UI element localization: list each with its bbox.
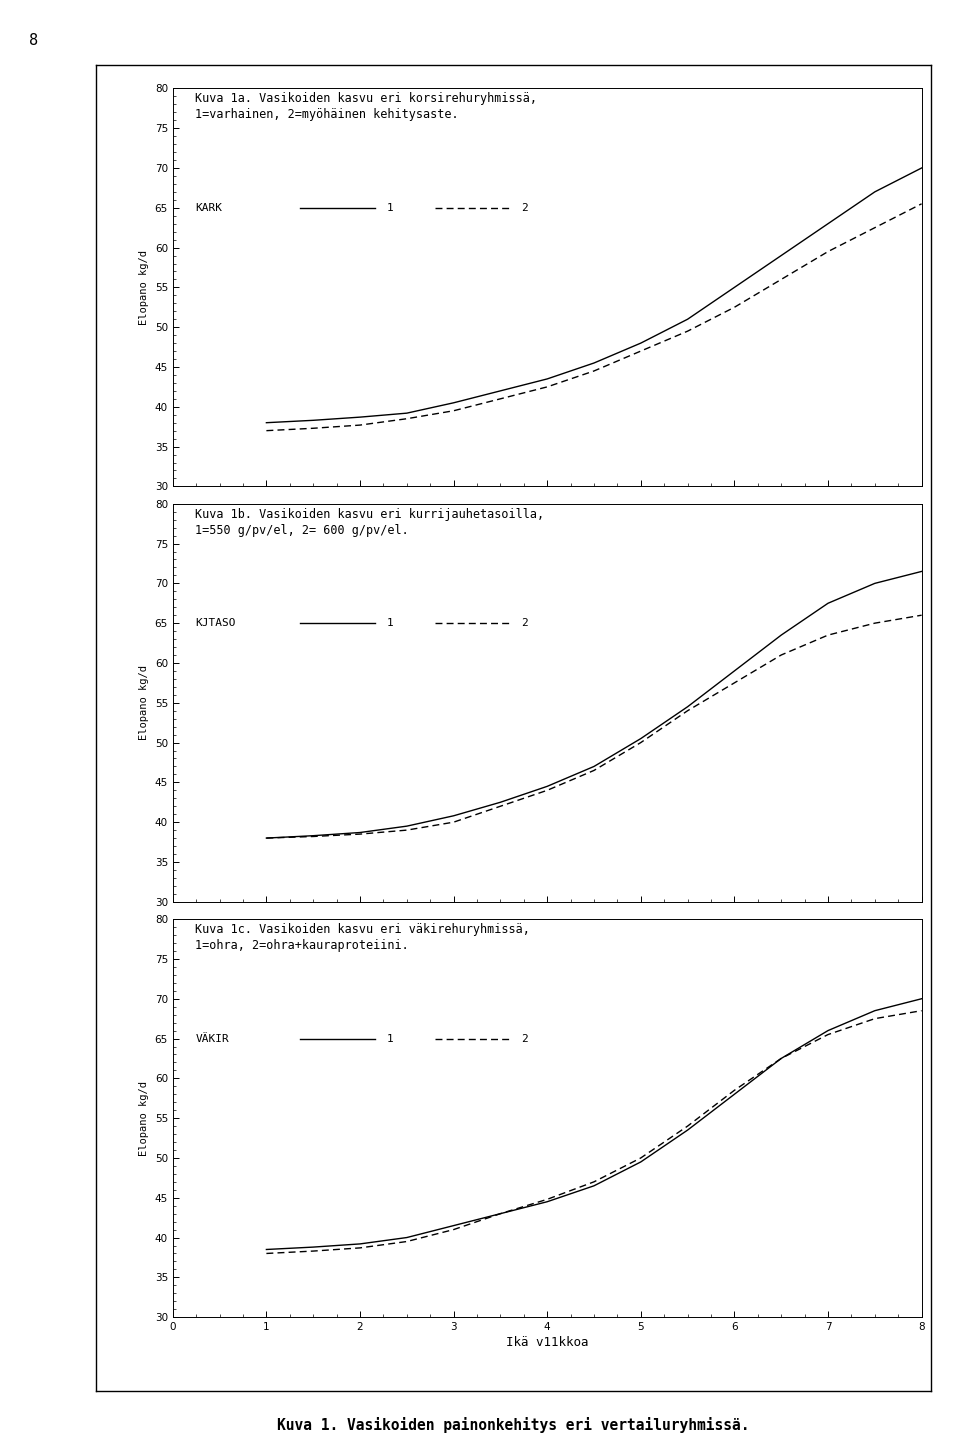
Text: Kuva 1a. Vasikoiden kasvu eri korsirehuryhmissä,
1=varhainen, 2=myöhäinen kehity: Kuva 1a. Vasikoiden kasvu eri korsirehur… (195, 93, 538, 122)
Text: Kuva 1. Vasikoiden painonkehitys eri vertailuryhmissä.: Kuva 1. Vasikoiden painonkehitys eri ver… (277, 1417, 750, 1433)
X-axis label: Ikä v11kkoa: Ikä v11kkoa (506, 1336, 588, 1349)
Text: 2: 2 (521, 1033, 528, 1043)
Text: KARK: KARK (195, 203, 223, 213)
Text: 1: 1 (386, 1033, 393, 1043)
Text: 2: 2 (521, 203, 528, 213)
Text: 8: 8 (29, 33, 38, 48)
Y-axis label: Elopano kg/d: Elopano kg/d (139, 1081, 149, 1156)
Y-axis label: Elopano kg/d: Elopano kg/d (139, 249, 149, 325)
Text: Kuva 1c. Vasikoiden kasvu eri väkirehuryhmissä,
1=ohra, 2=ohra+kauraproteiini.: Kuva 1c. Vasikoiden kasvu eri väkirehury… (195, 923, 530, 952)
Text: KJTASO: KJTASO (195, 619, 236, 629)
Text: Kuva 1b. Vasikoiden kasvu eri kurrijauhetasoilla,
1=550 g/pv/el, 2= 600 g/pv/el.: Kuva 1b. Vasikoiden kasvu eri kurrijauhe… (195, 507, 544, 536)
Y-axis label: Elopano kg/d: Elopano kg/d (139, 665, 149, 740)
Text: VÄKIR: VÄKIR (195, 1033, 229, 1043)
Text: 1: 1 (386, 203, 393, 213)
Text: 2: 2 (521, 619, 528, 629)
Text: 1: 1 (386, 619, 393, 629)
